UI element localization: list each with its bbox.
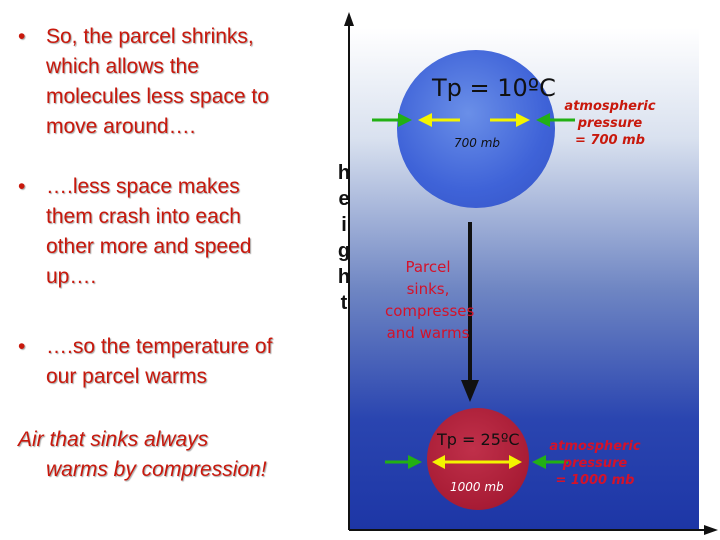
bullet-marker: • (18, 25, 26, 48)
bullet-1-line-3: molecules less space to (46, 85, 269, 108)
bottom-parcel-pressure: 1000 mb (450, 480, 504, 494)
bullet-marker: • (18, 335, 26, 358)
top-yellow-arrow-right (490, 113, 530, 127)
bullet-3-line-2: our parcel warms (46, 365, 208, 388)
top-yellow-arrow-left (418, 113, 460, 127)
bottom-parcel-temperature: Tp = 25ºC (437, 430, 520, 449)
bullet-1-line-4: move around…. (46, 115, 196, 138)
top-atmospheric-pressure-label: atmospheric pressure = 700 mb (535, 98, 685, 149)
height-letter: t (340, 292, 348, 314)
bullet-1-line-2: which allows the (46, 55, 199, 78)
height-letter: h (337, 162, 351, 184)
sink-arrow-head (461, 380, 479, 402)
diagram-arrows (344, 12, 718, 535)
top-green-arrow-right (536, 113, 575, 127)
top-air-parcel (397, 50, 555, 208)
bullet-3-line-1: ….so the temperature of (46, 335, 273, 358)
atm-top-line-2: = 700 mb (575, 133, 645, 148)
bottom-yellow-double-arrow (432, 455, 522, 469)
sink-label-line-1: Parcel sinks, (405, 258, 451, 298)
parcel-sinks-label: Parcel sinks, compresses and warms (385, 256, 475, 344)
bullet-1-line-1: So, the parcel shrinks, (46, 25, 254, 48)
bullet-list: • So, the parcel shrinks, which allows t… (18, 22, 338, 392)
sink-label-line-3: and warms (386, 324, 470, 342)
top-parcel-temperature: Tp = 10ºC (432, 74, 556, 102)
atm-bottom-line-1: atmospheric pressure (549, 439, 641, 471)
bullet-item-2: • ….less space makes them crash into eac… (18, 172, 338, 332)
sink-label-line-2: compresses (385, 302, 475, 320)
bullet-item-1: • So, the parcel shrinks, which allows t… (18, 22, 338, 172)
height-letter: i (341, 214, 347, 236)
top-parcel-pressure: 700 mb (454, 136, 501, 150)
height-letter: g (337, 240, 351, 262)
bottom-green-arrow-right (532, 455, 568, 469)
bullet-2-line-2: them crash into each (46, 205, 241, 228)
height-axis-arrowhead (344, 12, 354, 26)
bullet-marker: • (18, 175, 26, 198)
bullet-2-line-4: up…. (46, 265, 97, 288)
atm-top-line-1: atmospheric pressure (564, 99, 656, 131)
bottom-green-arrow-left (385, 455, 422, 469)
bottom-atmospheric-pressure-label: atmospheric pressure = 1000 mb (520, 438, 670, 489)
conclusion-line-1: Air that sinks always (18, 428, 209, 451)
height-letter: h (337, 266, 351, 288)
conclusion-line-2: warms by compression! (46, 458, 267, 481)
top-green-arrow-left (372, 113, 412, 127)
horizontal-axis-arrowhead (704, 525, 718, 535)
bullet-2-line-1: ….less space makes (46, 175, 240, 198)
conclusion-text: Air that sinks always warms by compressi… (18, 425, 338, 485)
bullet-item-3: • ….so the temperature of our parcel war… (18, 332, 338, 392)
height-letter: e (338, 188, 350, 210)
bullet-2-line-3: other more and speed (46, 235, 252, 258)
height-axis-label: h e i g h t (334, 160, 354, 316)
sinking-parcel-diagram: h e i g h t Tp = 10ºC 700 mb Tp = 25ºC 1… (330, 10, 720, 540)
atm-bottom-line-2: = 1000 mb (555, 473, 635, 488)
